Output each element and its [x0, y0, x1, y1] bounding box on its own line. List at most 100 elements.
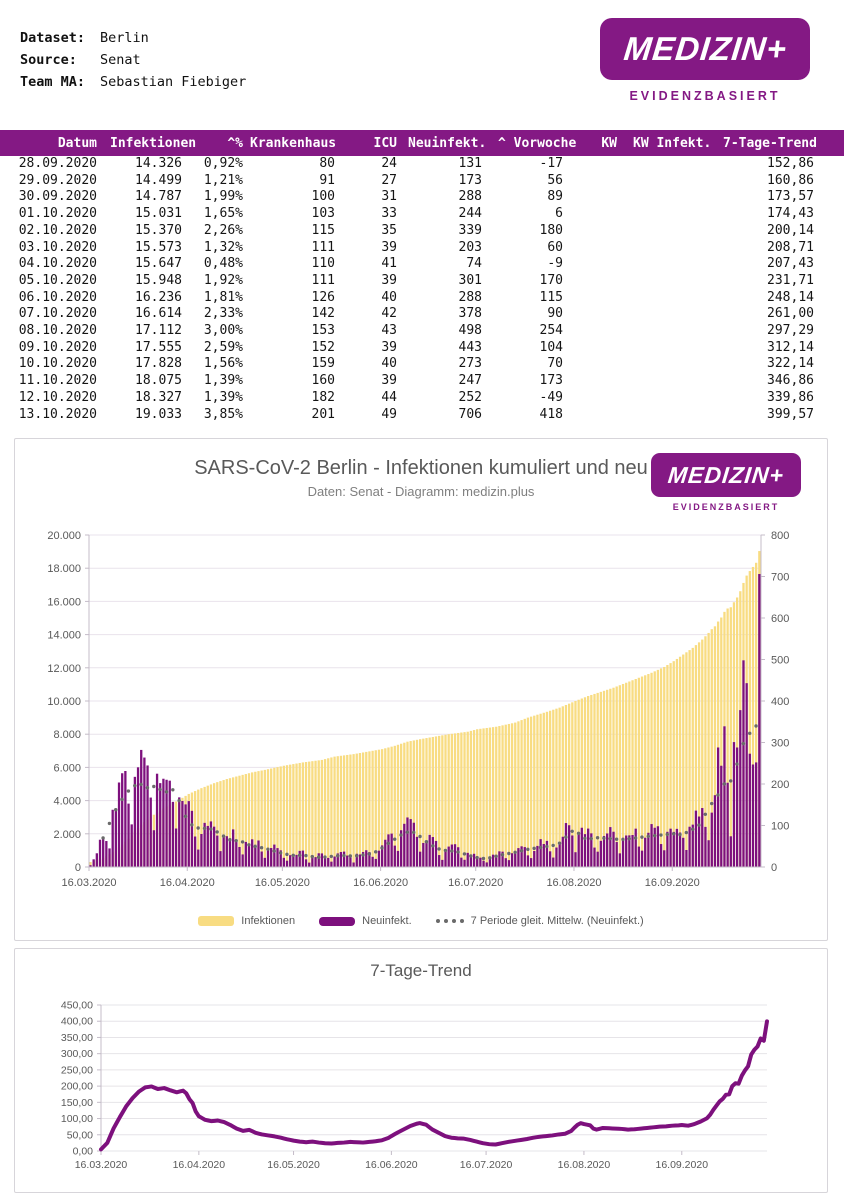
table-cell: 02.10.2020	[18, 222, 97, 238]
svg-text:300: 300	[771, 738, 789, 750]
table-cell	[633, 156, 723, 173]
table-cell: 89	[547, 189, 563, 205]
table-cell	[633, 189, 723, 206]
table-cell: 231,71	[767, 272, 814, 288]
table-cell: 104	[539, 339, 563, 355]
table-cell: 706	[458, 406, 482, 422]
legend-label: 7 Periode gleit. Mittelw. (Neuinfekt.)	[470, 915, 644, 927]
svg-text:16.07.2020: 16.07.2020	[448, 877, 503, 889]
table-cell: 56	[547, 172, 563, 188]
svg-text:16.08.2020: 16.08.2020	[546, 877, 601, 889]
table-cell	[583, 156, 633, 173]
svg-text:200,00: 200,00	[61, 1081, 93, 1093]
table-cell: 301	[458, 272, 482, 288]
table-cell: 153	[311, 323, 335, 339]
table-row: 05.10.2020 15.948 1,92% 111 39 301 170 231,71	[0, 273, 844, 290]
table-cell: 35	[381, 222, 397, 238]
column-header: KW	[601, 135, 617, 151]
table-cell: 0,48%	[203, 256, 243, 272]
table-cell: 1,32%	[203, 239, 243, 255]
table-cell: 14.787	[135, 189, 182, 205]
svg-text:16.05.2020: 16.05.2020	[267, 1159, 320, 1171]
table-cell	[583, 206, 633, 223]
meta-row-team: Team MA: Sebastian Fiebiger	[20, 71, 246, 93]
table-cell: 17.112	[135, 323, 182, 339]
table-cell: 91	[319, 172, 335, 188]
table-cell: -49	[539, 389, 563, 405]
combo-bar-chart: 0 2.000 4.000 6.000 8.000 10.000 12.000 14.000 1…	[15, 525, 829, 908]
svg-text:600: 600	[771, 613, 789, 625]
svg-text:0,00: 0,00	[73, 1146, 94, 1158]
table-cell: 110	[311, 256, 335, 272]
table-cell: 247	[458, 373, 482, 389]
table-cell: 173	[539, 373, 563, 389]
table-row: 01.10.2020 15.031 1,65% 103 33 244 6 174,43	[0, 206, 844, 223]
table-cell: 208,71	[767, 239, 814, 255]
table-cell: 339,86	[767, 389, 814, 405]
svg-text:250,00: 250,00	[61, 1064, 93, 1076]
svg-text:20.000: 20.000	[47, 530, 81, 542]
svg-text:4.000: 4.000	[53, 796, 81, 808]
table-cell: 111	[311, 239, 335, 255]
table-cell: 1,39%	[203, 389, 243, 405]
table-cell: 103	[311, 206, 335, 222]
moving-average-dots-icon	[435, 919, 464, 923]
table-cell: 1,81%	[203, 289, 243, 305]
table-cell: 399,57	[767, 406, 814, 422]
table-cell: 273	[458, 356, 482, 372]
table-cell: 15.031	[135, 206, 182, 222]
table-cell: 11.10.2020	[18, 373, 97, 389]
table-cell: 27	[381, 172, 397, 188]
table-cell: 201	[311, 406, 335, 422]
table-cell: 418	[539, 406, 563, 422]
table-row: 08.10.2020 17.112 3,00% 153 43 498 254 297,29	[0, 323, 844, 340]
table-cell: 288	[458, 289, 482, 305]
meta-label: Dataset:	[20, 30, 86, 46]
table-cell: 33	[381, 206, 397, 222]
table-cell	[583, 323, 633, 340]
svg-text:14.000: 14.000	[47, 630, 81, 642]
meta-value: Berlin	[100, 30, 149, 46]
svg-text:100: 100	[771, 821, 789, 833]
medizin-logo-box: MEDIZIN+	[600, 18, 810, 80]
meta-value: Senat	[100, 52, 141, 68]
svg-text:350,00: 350,00	[61, 1032, 93, 1044]
table-row: 06.10.2020 16.236 1,81% 126 40 288 115 248,14	[0, 290, 844, 307]
table-cell: -17	[539, 156, 563, 171]
table-cell: 15.647	[135, 256, 182, 272]
table-cell: 498	[458, 323, 482, 339]
column-header: Datum	[57, 135, 97, 151]
dataset-meta: Dataset: Berlin Source: Senat Team MA: S…	[20, 27, 246, 93]
table-cell	[633, 390, 723, 407]
svg-text:16.08.2020: 16.08.2020	[558, 1159, 611, 1171]
table-cell: 40	[381, 289, 397, 305]
table-cell: 3,85%	[203, 406, 243, 422]
table-cell: 15.948	[135, 272, 182, 288]
table-cell: 142	[311, 306, 335, 322]
table-cell	[633, 206, 723, 223]
legend-label: Neuinfekt.	[362, 915, 412, 927]
table-cell: 6	[555, 206, 563, 222]
table-cell: 346,86	[767, 373, 814, 389]
table-row: 07.10.2020 16.614 2,33% 142 42 378 90 261,00	[0, 306, 844, 323]
svg-text:16.06.2020: 16.06.2020	[365, 1159, 418, 1171]
table-cell: 03.10.2020	[18, 239, 97, 255]
meta-value: Sebastian Fiebiger	[100, 74, 247, 90]
table-row: 30.09.2020 14.787 1,99% 100 31 288 89 173,57	[0, 189, 844, 206]
table-cell: 43	[381, 323, 397, 339]
table-cell	[583, 256, 633, 273]
table-cell: 16.236	[135, 289, 182, 305]
trend-chart-svg: 16.03.2020 16.04.2020 16.05.2020 16.06.2020…	[61, 1000, 769, 1171]
table-row: 09.10.2020 17.555 2,59% 152 39 443 104 312,14	[0, 340, 844, 357]
table-cell: 15.370	[135, 222, 182, 238]
table-cell: 2,59%	[203, 339, 243, 355]
table-cell: 29.09.2020	[18, 172, 97, 188]
svg-text:16.04.2020: 16.04.2020	[173, 1159, 226, 1171]
table-cell: 152,86	[767, 156, 814, 171]
svg-text:400: 400	[771, 696, 789, 708]
table-cell: 152	[311, 339, 335, 355]
svg-text:800: 800	[771, 530, 789, 542]
svg-text:450,00: 450,00	[61, 1000, 93, 1012]
table-cell	[633, 340, 723, 357]
table-row: 04.10.2020 15.647 0,48% 110 41 74 -9 207,43	[0, 256, 844, 273]
